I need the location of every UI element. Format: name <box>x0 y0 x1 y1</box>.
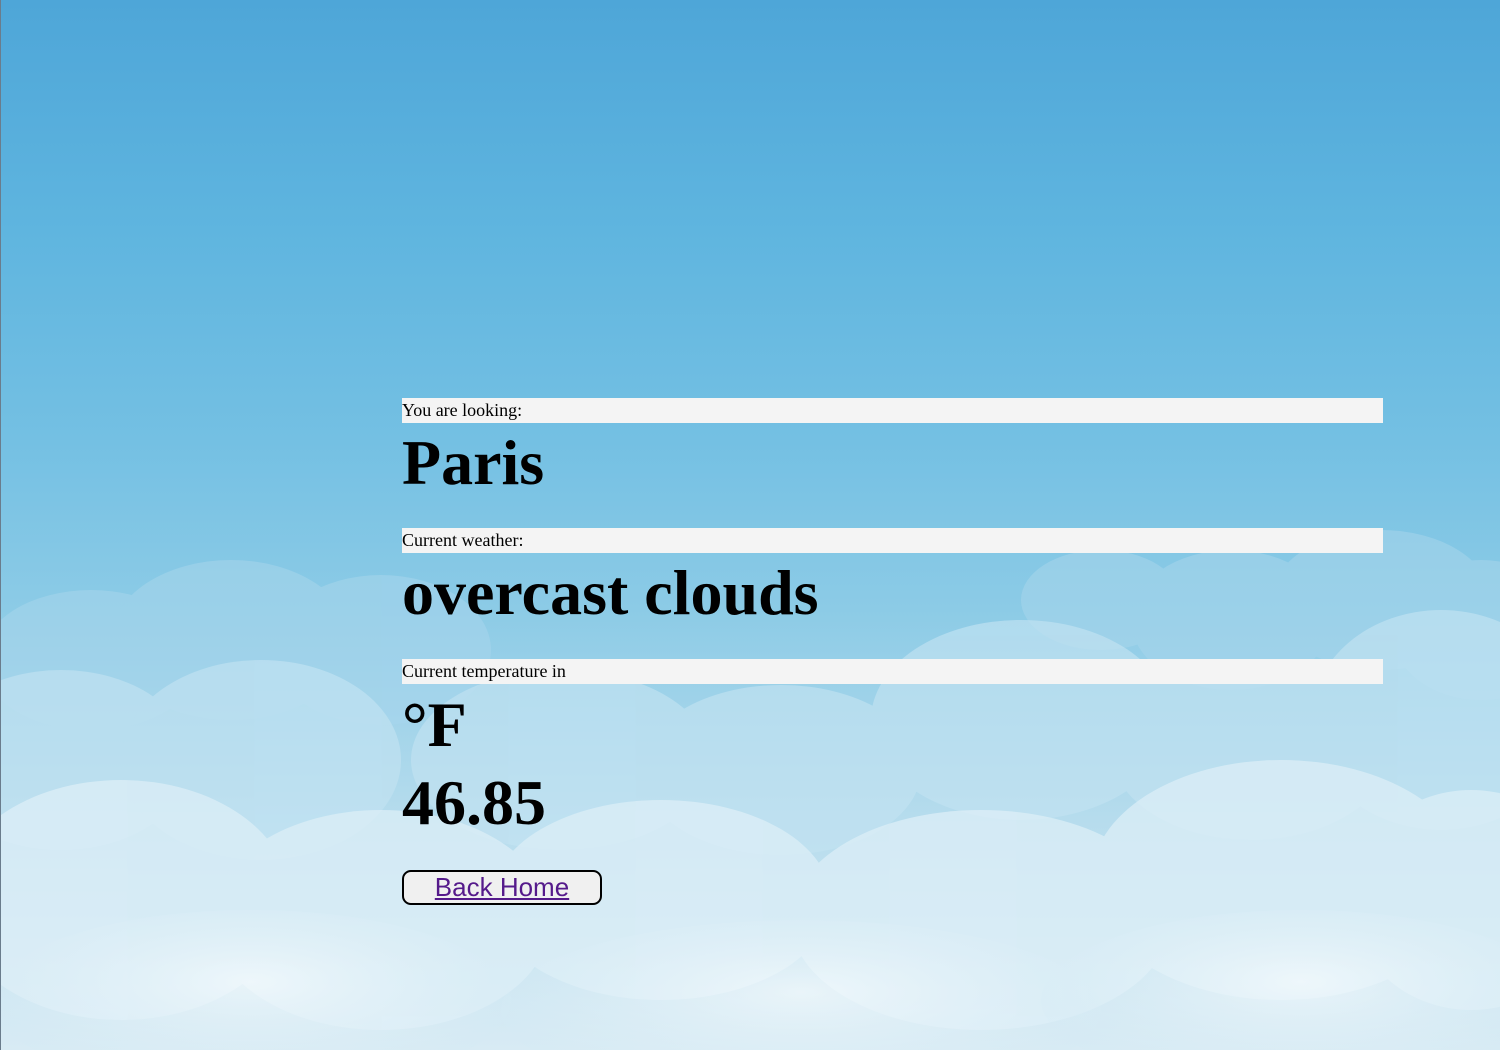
weather-result: You are looking: Paris Current weather: … <box>402 398 1383 905</box>
temperature-value: 46.85 <box>402 767 546 838</box>
weather-description: overcast clouds <box>402 557 819 628</box>
temperature-unit: °F <box>402 689 467 760</box>
temperature-label: Current temperature in <box>402 659 1383 684</box>
location-label: You are looking: <box>402 398 1383 423</box>
city-name: Paris <box>402 427 545 498</box>
weather-label: Current weather: <box>402 528 1383 553</box>
back-home-button[interactable]: Back Home <box>402 870 602 905</box>
